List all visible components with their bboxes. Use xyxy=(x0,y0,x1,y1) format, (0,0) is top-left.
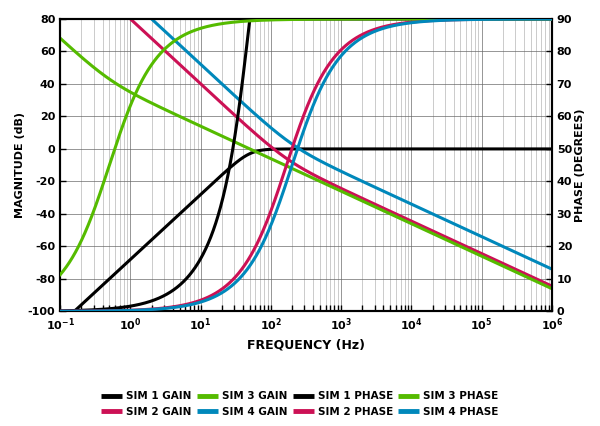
Legend: SIM 1 GAIN, SIM 2 GAIN, SIM 3 GAIN, SIM 4 GAIN, SIM 1 PHASE, SIM 2 PHASE, SIM 3 : SIM 1 GAIN, SIM 2 GAIN, SIM 3 GAIN, SIM … xyxy=(97,387,503,421)
Y-axis label: MAGNITUDE (dB): MAGNITUDE (dB) xyxy=(15,112,25,218)
X-axis label: FREQUENCY (Hz): FREQUENCY (Hz) xyxy=(247,338,365,351)
Y-axis label: PHASE (DEGREES): PHASE (DEGREES) xyxy=(575,109,585,222)
